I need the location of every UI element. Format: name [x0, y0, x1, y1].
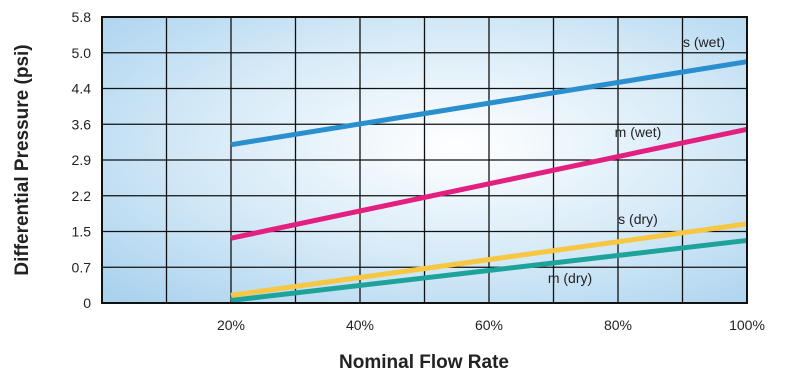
y-tick-label: 5.8	[72, 9, 92, 25]
y-tick-label: 1.5	[72, 224, 92, 240]
series-line-m-wet	[230, 126, 748, 241]
y-tick-label: 2.2	[72, 188, 92, 204]
series-group: s (wet) m (wet) s (dry) m (dry)	[230, 34, 748, 303]
x-tick-label: 100%	[729, 317, 765, 333]
x-axis-title: Nominal Flow Rate	[339, 352, 509, 373]
series-label-s-dry: s (dry)	[618, 211, 658, 227]
series-label-m-dry: m (dry)	[548, 270, 592, 286]
y-tick-labels: 0 0.7 1.5 2.2 2.9 3.6 4.4 5.0 5.8	[72, 9, 92, 311]
series-line-s-dry	[230, 221, 748, 298]
y-tick-label: 4.4	[72, 81, 92, 97]
x-tick-label: 60%	[475, 317, 503, 333]
series-label-m-wet: m (wet)	[615, 124, 662, 140]
y-tick-label: 2.9	[72, 152, 92, 168]
series-label-s-wet: s (wet)	[683, 34, 725, 50]
y-axis-title: Differential Pressure (psi)	[12, 44, 33, 275]
series-line-s-wet	[230, 59, 748, 148]
y-tick-label: 0	[83, 295, 91, 311]
y-tick-label: 3.6	[72, 116, 92, 132]
x-tick-label: 80%	[604, 317, 632, 333]
x-tick-label: 40%	[346, 317, 374, 333]
x-tick-label: 20%	[217, 317, 245, 333]
y-tick-label: 0.7	[72, 259, 92, 275]
plot-frame	[101, 16, 748, 304]
y-tick-label: 5.0	[72, 45, 92, 61]
series-line-m-dry	[230, 237, 748, 303]
x-tick-labels: 20% 40% 60% 80% 100%	[217, 317, 765, 333]
